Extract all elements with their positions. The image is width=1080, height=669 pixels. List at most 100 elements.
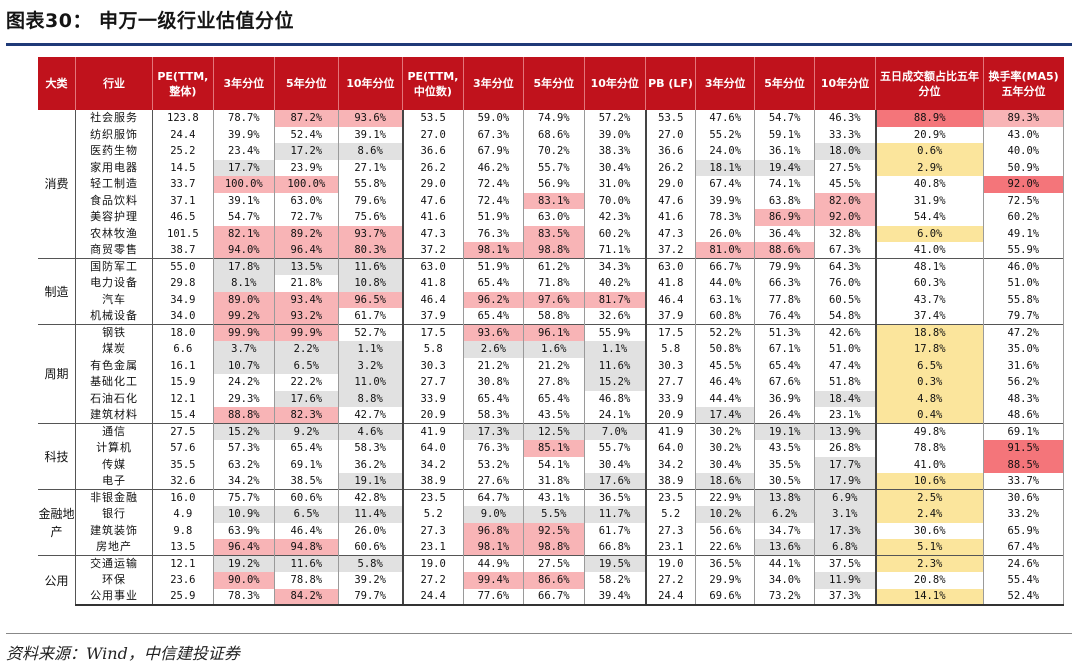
value-cell: 43.5%	[754, 440, 815, 457]
value-cell: 2.2%	[274, 341, 339, 358]
value-cell: 64.3%	[814, 258, 877, 275]
value-cell: 18.6%	[695, 473, 756, 490]
value-cell: 94.8%	[274, 539, 339, 556]
value-cell: 38.9	[402, 473, 464, 490]
header-cell: 5年分位	[523, 57, 585, 110]
value-cell: 20.9%	[875, 126, 984, 143]
value-cell: 65.4%	[523, 390, 585, 407]
value-cell: 41.0%	[875, 456, 984, 473]
value-cell: 27.8%	[523, 374, 585, 391]
value-cell: 67.1%	[754, 341, 815, 358]
value-cell: 3.1%	[814, 506, 877, 523]
value-cell: 6.5%	[274, 506, 339, 523]
value-cell: 24.4	[152, 126, 214, 143]
value-cell: 36.5%	[584, 489, 647, 506]
value-cell: 82.3%	[274, 407, 339, 424]
value-cell: 6.0%	[875, 225, 984, 242]
value-cell: 56.6%	[695, 522, 756, 539]
value-cell: 33.7%	[983, 473, 1065, 490]
value-cell: 75.7%	[213, 489, 276, 506]
value-cell: 23.1	[645, 539, 697, 556]
value-cell: 23.1	[402, 539, 464, 556]
industry-cell: 食品饮料	[75, 192, 154, 209]
value-cell: 46.0%	[983, 258, 1065, 275]
value-cell: 55.4%	[983, 572, 1065, 589]
category-cell: 金融地产	[38, 489, 77, 556]
value-cell: 83.5%	[523, 225, 585, 242]
value-cell: 91.5%	[983, 440, 1065, 457]
value-cell: 34.3%	[584, 258, 647, 275]
table-row: 环保 23.6 90.0% 78.8% 39.2% 27.2 99.4% 86.6% 58.2%…	[38, 572, 1065, 589]
value-cell: 11.6%	[338, 258, 404, 275]
value-cell: 27.5%	[523, 555, 585, 572]
value-cell: 29.8	[152, 275, 214, 292]
category-cell: 公用	[38, 555, 77, 605]
value-cell: 17.3%	[463, 423, 525, 440]
value-cell: 65.4%	[754, 357, 815, 374]
value-cell: 65.4%	[463, 308, 525, 325]
header-cell: 10年分位	[583, 57, 646, 110]
value-cell: 36.6	[402, 143, 464, 160]
industry-cell: 银行	[75, 506, 154, 523]
value-cell: 2.4%	[875, 506, 984, 523]
value-cell: 26.2	[402, 159, 464, 176]
value-cell: 79.6%	[338, 192, 404, 209]
table-row: 传媒 35.5 63.2% 69.1% 36.2% 34.2 53.2% 54.1% 30.4%…	[38, 456, 1065, 473]
value-cell: 52.4%	[983, 588, 1065, 606]
value-cell: 70.2%	[523, 143, 585, 160]
value-cell: 24.4	[402, 588, 464, 606]
value-cell: 33.9	[645, 390, 697, 407]
value-cell: 67.4%	[695, 176, 756, 193]
value-cell: 41.6	[645, 209, 697, 226]
industry-cell: 美容护理	[75, 209, 154, 226]
value-cell: 52.4%	[274, 126, 339, 143]
value-cell: 74.1%	[754, 176, 815, 193]
table-row: 家用电器 14.5 17.7% 23.9% 27.1% 26.2 46.2% 55.7% 30.…	[38, 159, 1065, 176]
industry-cell: 基础化工	[75, 374, 154, 391]
value-cell: 96.5%	[338, 291, 404, 308]
header-cell: 10年分位	[337, 57, 403, 110]
value-cell: 52.2%	[695, 324, 756, 341]
value-cell: 0.4%	[875, 407, 984, 424]
value-cell: 61.7%	[584, 522, 647, 539]
table-row: 计算机 57.6 57.3% 65.4% 58.3% 64.0 76.3% 85.1% 55.7…	[38, 440, 1065, 457]
value-cell: 5.8	[402, 341, 464, 358]
value-cell: 89.3%	[983, 110, 1065, 127]
value-cell: 42.3%	[584, 209, 647, 226]
value-cell: 73.2%	[754, 588, 815, 606]
industry-cell: 商贸零售	[75, 242, 154, 259]
value-cell: 53.5	[402, 110, 464, 127]
value-cell: 41.6	[402, 209, 464, 226]
value-cell: 74.9%	[523, 110, 585, 127]
value-cell: 38.5%	[274, 473, 339, 490]
value-cell: 36.2%	[338, 456, 404, 473]
value-cell: 14.5	[152, 159, 214, 176]
industry-cell: 家用电器	[75, 159, 154, 176]
value-cell: 42.8%	[338, 489, 404, 506]
value-cell: 4.6%	[338, 423, 404, 440]
value-cell: 99.9%	[213, 324, 276, 341]
value-cell: 60.6%	[338, 539, 404, 556]
value-cell: 34.2	[402, 456, 464, 473]
value-cell: 35.5%	[754, 456, 815, 473]
value-cell: 47.6	[645, 192, 697, 209]
category-cell: 消费	[38, 110, 77, 259]
value-cell: 94.0%	[213, 242, 276, 259]
value-cell: 10.2%	[695, 506, 756, 523]
value-cell: 69.1%	[274, 456, 339, 473]
value-cell: 17.8%	[213, 258, 276, 275]
value-cell: 12.1	[152, 390, 214, 407]
header-cell: 3年分位	[695, 57, 755, 110]
value-cell: 29.9%	[695, 572, 756, 589]
value-cell: 59.0%	[463, 110, 525, 127]
value-cell: 99.2%	[213, 308, 276, 325]
value-cell: 13.8%	[754, 489, 815, 506]
value-cell: 19.2%	[213, 555, 276, 572]
industry-cell: 电力设备	[75, 275, 154, 292]
value-cell: 17.7%	[814, 456, 877, 473]
value-cell: 46.5	[152, 209, 214, 226]
value-cell: 11.6%	[274, 555, 339, 572]
value-cell: 1.1%	[338, 341, 404, 358]
value-cell: 77.8%	[754, 291, 815, 308]
value-cell: 51.9%	[463, 209, 525, 226]
